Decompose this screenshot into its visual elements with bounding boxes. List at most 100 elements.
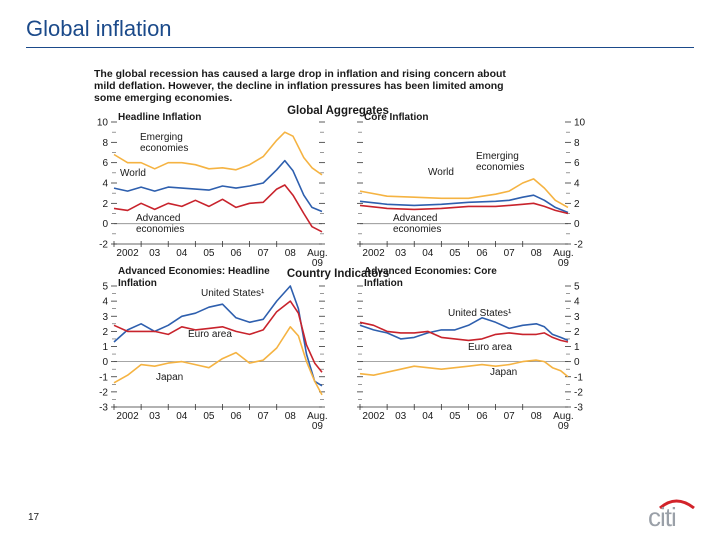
x-tick-label: 05	[203, 411, 215, 422]
y-tick-label: 4	[574, 297, 580, 308]
series-annotation: United States¹	[201, 288, 265, 299]
x-tick-label: 2002	[362, 411, 385, 422]
series-line-2	[359, 194, 569, 214]
series-annotation-line: Emerging	[476, 151, 519, 162]
chart-title-line: Inflation	[364, 278, 403, 289]
series-annotation-line: Advanced	[393, 213, 437, 224]
x-tick-label: 2002	[116, 411, 139, 422]
x-tick-label: 06	[230, 411, 242, 422]
citi-logo-text: citi	[648, 502, 677, 532]
series-line-1	[359, 178, 569, 209]
series-line-3	[359, 202, 569, 215]
y-tick-label: -2	[99, 387, 108, 398]
y-tick-label: 1	[102, 342, 108, 353]
x-tick-label: 2002	[362, 248, 385, 259]
x-tick-label: 09	[558, 258, 570, 269]
x-tick-label: 04	[176, 248, 188, 259]
x-tick-label: 04	[422, 411, 434, 422]
y-tick-label: 2	[574, 199, 580, 210]
y-tick-label: 4	[574, 179, 580, 190]
x-tick-label: 09	[558, 421, 570, 432]
y-tick-label: 3	[102, 312, 108, 323]
series-line-1	[113, 131, 323, 176]
y-tick-label: 10	[574, 118, 586, 129]
series-line-3	[359, 359, 569, 378]
series-annotation-line: economies	[476, 162, 524, 173]
series-line-3	[113, 325, 323, 396]
x-tick-label: 06	[476, 248, 488, 259]
series-annotation: Japan	[156, 372, 183, 383]
y-tick-label: -3	[574, 403, 583, 414]
x-tick-label: 06	[230, 248, 242, 259]
series-line-3	[113, 184, 323, 233]
chart-title-line: Inflation	[118, 278, 157, 289]
series-line-2	[359, 321, 569, 343]
x-tick-label: 04	[422, 248, 434, 259]
x-tick-label: 08	[531, 411, 543, 422]
citi-arc-icon	[659, 499, 695, 510]
series-annotation: Advanced economies	[136, 213, 184, 235]
chart-title-line: Advanced Economies: Headline	[118, 266, 270, 277]
x-tick-label: Aug.	[553, 411, 574, 422]
y-tick-label: 0	[102, 219, 108, 230]
x-tick-label: Aug.	[553, 248, 574, 259]
x-tick-label: 05	[203, 248, 215, 259]
x-tick-label: 09	[312, 421, 324, 432]
x-tick-label: 09	[312, 258, 324, 269]
figure-caption-line-1: The global recession has caused a large …	[94, 68, 506, 80]
series-line-2	[113, 300, 323, 373]
section-title-global-aggregates: Global Aggregates	[287, 105, 389, 117]
y-tick-label: 4	[102, 179, 108, 190]
chart-title: Advanced Economies: Headline Inflation	[118, 266, 270, 289]
x-tick-label: 03	[395, 248, 407, 259]
chart-title: Headline Inflation	[118, 112, 201, 123]
x-tick-label: 05	[449, 411, 461, 422]
figure-caption-line-3: some emerging economies.	[94, 92, 232, 104]
y-tick-label: 3	[574, 312, 580, 323]
series-annotation-line: economies	[393, 224, 441, 235]
x-tick-label: 07	[504, 411, 516, 422]
y-tick-label: 2	[102, 199, 108, 210]
y-tick-label: -1	[99, 372, 108, 383]
section-title-country-indicators: Country Indicators	[287, 268, 389, 280]
y-tick-label: -1	[574, 372, 583, 383]
y-tick-label: -2	[574, 387, 583, 398]
x-tick-label: 2002	[116, 248, 139, 259]
y-tick-label: 2	[574, 327, 580, 338]
series-annotation: Euro area	[188, 329, 232, 340]
x-tick-label: 08	[531, 248, 543, 259]
chart-title: Core Inflation	[364, 112, 428, 123]
y-tick-label: 6	[102, 158, 108, 169]
series-annotation: Japan	[490, 367, 517, 378]
chart-panel-1: Headline Inflation -2 0 2 4 6 8 10 2002 03 04 05 06 0…	[97, 112, 328, 269]
x-tick-label: 04	[176, 411, 188, 422]
y-tick-label: 6	[574, 158, 580, 169]
y-tick-label: 10	[97, 118, 109, 129]
series-annotation: World	[428, 167, 454, 178]
x-tick-label: Aug.	[307, 248, 328, 259]
y-tick-label: 0	[574, 357, 580, 368]
y-tick-label: -2	[574, 240, 583, 251]
y-tick-label: 8	[102, 138, 108, 149]
y-tick-label: 1	[574, 342, 580, 353]
inflation-figure: The global recession has caused a large …	[94, 68, 586, 432]
x-tick-label: 08	[285, 411, 297, 422]
x-tick-label: 05	[449, 248, 461, 259]
chart-panel-4: Advanced Economies: Core Inflation -3 -2 -1 0…	[357, 266, 583, 432]
x-tick-label: 03	[149, 411, 161, 422]
series-annotation: Emerging economies	[476, 151, 524, 173]
x-tick-label: 03	[395, 411, 407, 422]
chart-title: Advanced Economies: Core Inflation	[364, 266, 497, 289]
y-tick-label: 0	[574, 219, 580, 230]
y-tick-label: 0	[102, 357, 108, 368]
figure-caption-line-2: mild deflation. However, the decline in …	[94, 80, 504, 92]
series-line-1	[359, 317, 569, 342]
x-tick-label: 08	[285, 248, 297, 259]
series-annotation: United States¹	[448, 308, 512, 319]
series-annotation-line: economies	[136, 224, 184, 235]
y-tick-label: 4	[102, 297, 108, 308]
chart-panel-3: Advanced Economies: Headline Inflation -3 -…	[99, 266, 328, 432]
title-divider	[26, 47, 694, 48]
chart-title-line: Advanced Economies: Core	[364, 266, 497, 277]
y-tick-label: 2	[102, 327, 108, 338]
